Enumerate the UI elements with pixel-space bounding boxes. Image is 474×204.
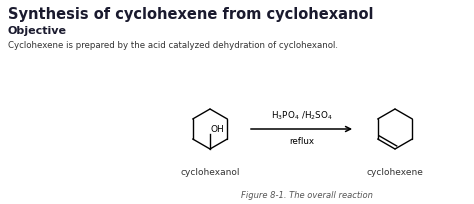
Text: OH: OH <box>211 124 225 133</box>
Text: Figure 8-1. The overall reaction: Figure 8-1. The overall reaction <box>241 190 373 199</box>
Text: Cyclohexene is prepared by the acid catalyzed dehydration of cyclohexanol.: Cyclohexene is prepared by the acid cata… <box>8 41 338 50</box>
Text: reflux: reflux <box>289 136 314 145</box>
Text: cyclohexanol: cyclohexanol <box>180 167 240 176</box>
Text: $\mathrm{H_3PO_4\ /H_2SO_4}$: $\mathrm{H_3PO_4\ /H_2SO_4}$ <box>271 109 332 121</box>
Text: Objective: Objective <box>8 26 67 36</box>
Text: Synthesis of cyclohexene from cyclohexanol: Synthesis of cyclohexene from cyclohexan… <box>8 7 374 22</box>
Text: cyclohexene: cyclohexene <box>366 167 423 176</box>
